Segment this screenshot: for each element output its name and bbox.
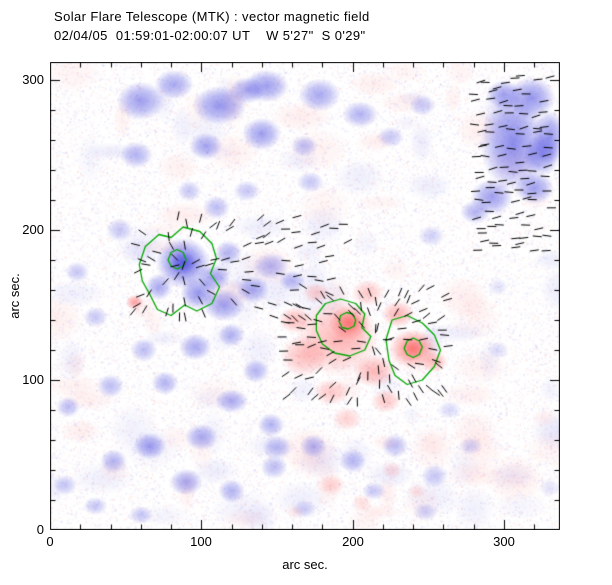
x-tick-label-0: 0 xyxy=(46,534,54,549)
x-tick-label-300: 300 xyxy=(493,534,515,549)
y-tick-label-300: 300 xyxy=(22,72,44,87)
x-tick-label-200: 200 xyxy=(342,534,364,549)
x-axis-label: arc sec. xyxy=(282,557,328,572)
y-tick-label-0: 0 xyxy=(36,522,44,537)
plot-canvas xyxy=(50,62,560,530)
chart-title: Solar Flare Telescope (MTK) : vector mag… xyxy=(54,9,370,24)
x-tick-label-100: 100 xyxy=(190,534,212,549)
y-tick-label-100: 100 xyxy=(22,372,44,387)
y-tick-label-200: 200 xyxy=(22,222,44,237)
y-axis-label: arc sec. xyxy=(7,273,22,319)
chart-subtitle: 02/04/05 01:59:01-02:00:07 UT W 5'27" S … xyxy=(54,28,366,43)
